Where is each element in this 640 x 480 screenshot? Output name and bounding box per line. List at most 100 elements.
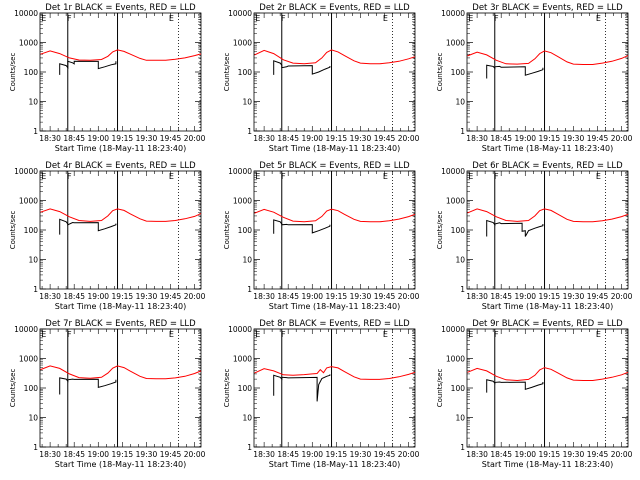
lld-series-line (254, 366, 416, 380)
y-axis-label: Counts/sec (223, 211, 231, 250)
marker-e-label: E (255, 172, 260, 181)
events-series-line (486, 219, 544, 237)
y-tick-label: 1 (247, 127, 252, 136)
y-tick-label: 1 (33, 127, 38, 136)
x-tick-label: 19:00 (301, 134, 323, 143)
events-series-line (59, 60, 117, 75)
y-tick-label: 10000 (14, 9, 38, 18)
plot-frame (253, 328, 416, 448)
y-tick-label: 1 (247, 285, 252, 294)
y-tick-label: 1000 (446, 355, 465, 364)
marker-e2-label: E (596, 330, 601, 339)
marker-e2-label: E (383, 14, 388, 23)
lld-series-line (467, 367, 629, 382)
x-tick-label: 20:00 (184, 292, 206, 301)
y-tick-label: 100 (24, 68, 39, 77)
y-tick-label: 10000 (441, 325, 465, 334)
panel-title: Det 8r BLACK = Events, RED = LLD (259, 319, 410, 329)
x-tick-label: 19:45 (374, 292, 396, 301)
x-tick-label: 19:30 (563, 134, 585, 143)
x-tick-label: 19:15 (326, 134, 348, 143)
x-tick-label: 20:00 (611, 292, 633, 301)
x-tick-label: 19:30 (350, 292, 372, 301)
marker-e2-label: E (596, 172, 601, 181)
y-axis-label: Counts/sec (9, 369, 17, 408)
x-axis-label: Start Time (18-May-11 18:23:40) (269, 460, 400, 469)
x-tick-label: 18:30 (466, 134, 488, 143)
lld-series-line (254, 208, 416, 223)
x-tick-label: 19:00 (301, 292, 323, 301)
marker-e2-label: E (383, 172, 388, 181)
y-tick-label: 1 (33, 443, 38, 452)
x-tick-label: 18:45 (490, 292, 512, 301)
events-series-line (273, 374, 331, 402)
lld-series-line (40, 49, 202, 61)
x-tick-label: 20:00 (611, 134, 633, 143)
lld-series-line (467, 50, 629, 65)
x-axis-label: Start Time (18-May-11 18:23:40) (269, 302, 400, 311)
y-tick-label: 10 (242, 98, 252, 107)
y-tick-label: 10 (28, 414, 38, 423)
y-tick-label: 1000 (19, 197, 38, 206)
x-tick-label: 18:45 (277, 134, 299, 143)
events-series-line (59, 218, 117, 235)
lld-series-line (467, 208, 629, 223)
detector-panel: Det 5r BLACK = Events, RED = LLD 1 10 100 10… (223, 161, 420, 311)
events-series-line (486, 64, 544, 79)
panel-title: Det 2r BLACK = Events, RED = LLD (259, 3, 410, 13)
x-tick-label: 20:00 (611, 450, 633, 459)
y-tick-label: 100 (451, 68, 466, 77)
marker-e-label: E (468, 14, 473, 23)
plot-frame (466, 328, 629, 448)
x-tick-label: 19:45 (587, 450, 609, 459)
y-tick-label: 1 (460, 443, 465, 452)
marker-e2-label: E (383, 330, 388, 339)
marker-e2-label: E (169, 14, 174, 23)
marker-e2-label: E (169, 330, 174, 339)
y-tick-label: 10 (28, 256, 38, 265)
y-axis-label: Counts/sec (223, 369, 231, 408)
y-axis-label: Counts/sec (436, 211, 444, 250)
x-tick-label: 19:30 (563, 450, 585, 459)
y-tick-label: 1000 (19, 39, 38, 48)
x-tick-label: 18:30 (253, 292, 275, 301)
marker-e-label: E (255, 330, 260, 339)
marker-f-label: F (494, 14, 499, 23)
marker-f-label: F (67, 330, 72, 339)
panel-title: Det 5r BLACK = Events, RED = LLD (259, 161, 410, 171)
x-tick-label: 18:45 (63, 134, 85, 143)
y-tick-label: 10000 (441, 9, 465, 18)
y-tick-label: 10000 (14, 167, 38, 176)
x-axis-label: Start Time (18-May-11 18:23:40) (55, 460, 186, 469)
y-tick-label: 10000 (228, 9, 252, 18)
x-tick-label: 20:00 (398, 134, 420, 143)
marker-f-label: F (67, 172, 72, 181)
y-tick-label: 10000 (441, 167, 465, 176)
x-tick-label: 19:45 (374, 450, 396, 459)
y-tick-label: 10 (242, 256, 252, 265)
x-tick-label: 19:00 (514, 292, 536, 301)
x-tick-label: 19:15 (326, 292, 348, 301)
lld-series-line (40, 208, 202, 222)
marker-e-label: E (468, 330, 473, 339)
x-axis-label: Start Time (18-May-11 18:23:40) (482, 460, 613, 469)
y-tick-label: 1000 (233, 197, 252, 206)
x-tick-label: 18:45 (277, 450, 299, 459)
detector-panel: Det 4r BLACK = Events, RED = LLD 1 10 100 10… (9, 161, 206, 311)
x-tick-label: 19:45 (587, 292, 609, 301)
x-tick-label: 19:00 (514, 134, 536, 143)
marker-e-label: E (255, 14, 260, 23)
detector-panel: Det 2r BLACK = Events, RED = LLD 1 10 100 10… (223, 3, 420, 153)
y-tick-label: 1000 (19, 355, 38, 364)
y-tick-label: 1000 (446, 197, 465, 206)
panel-title: Det 4r BLACK = Events, RED = LLD (45, 161, 196, 171)
x-tick-label: 18:30 (253, 450, 275, 459)
plot-frame (253, 12, 416, 132)
x-axis-label: Start Time (18-May-11 18:23:40) (482, 302, 613, 311)
y-tick-label: 10 (242, 414, 252, 423)
y-tick-label: 100 (238, 384, 253, 393)
x-tick-label: 18:45 (490, 450, 512, 459)
panel-title: Det 1r BLACK = Events, RED = LLD (45, 3, 196, 13)
x-tick-label: 19:30 (563, 292, 585, 301)
x-tick-label: 18:30 (466, 450, 488, 459)
